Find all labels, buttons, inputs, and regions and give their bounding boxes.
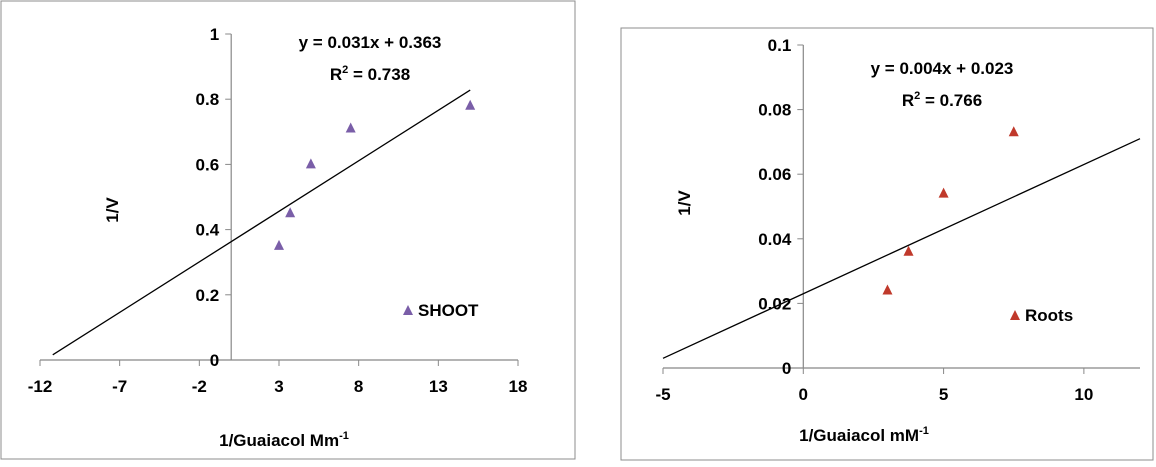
y-tick-label: 0.2 xyxy=(196,286,220,305)
trendline-equation: y = 0.004x + 0.023 xyxy=(871,59,1014,78)
y-tick-label: 0.02 xyxy=(758,294,791,313)
y-tick-label: 0.04 xyxy=(758,230,792,249)
data-point xyxy=(882,284,892,294)
legend-marker xyxy=(1010,310,1020,320)
chart-shoot: -12 -7 -2 3 8 13 18 0 0.2 0.4 0.6 0.8 1 y = 0.031x + … xyxy=(0,0,580,462)
y-tick-label: 1 xyxy=(210,25,219,44)
trendline-equation: y = 0.031x + 0.363 xyxy=(299,33,442,52)
data-point xyxy=(306,158,316,168)
y-tick-label: 0.1 xyxy=(768,36,792,55)
x-tick-label: 8 xyxy=(354,377,363,396)
x-axis-title: 1/Guaiacol Mm-1 xyxy=(219,430,349,450)
chart-roots: -5 0 5 10 0 0.02 0.04 0.06 0.08 0.1 y = 0.004x + 0… xyxy=(620,0,1156,462)
y-tick-label: 0 xyxy=(210,351,219,370)
legend-label: Roots xyxy=(1025,306,1073,325)
y-tick-label: 0.4 xyxy=(196,221,220,240)
chart-frame xyxy=(1,1,575,459)
legend-label: SHOOT xyxy=(418,301,479,320)
x-tick-label: -2 xyxy=(192,377,207,396)
x-tick-label: -7 xyxy=(112,377,127,396)
x-tick-label: 13 xyxy=(429,377,448,396)
chart-panel-shoot: -12 -7 -2 3 8 13 18 0 0.2 0.4 0.6 0.8 1 y = 0.031x + … xyxy=(0,0,580,462)
x-tick-label: -5 xyxy=(655,385,670,404)
data-point xyxy=(1009,126,1019,136)
y-axis-title: 1/V xyxy=(103,197,122,223)
x-tick-label: 0 xyxy=(799,385,808,404)
data-point xyxy=(465,100,475,110)
chart-frame xyxy=(621,28,1153,460)
x-tick-label: 5 xyxy=(939,385,948,404)
r-squared-label: R2 = 0.766 xyxy=(902,90,982,110)
y-tick-label: 0.8 xyxy=(196,90,220,109)
y-tick-label: 0.08 xyxy=(758,101,791,120)
x-axis-title: 1/Guaiacol mM-1 xyxy=(799,425,929,445)
y-tick-label: 0 xyxy=(782,359,791,378)
data-point xyxy=(285,207,295,217)
data-point xyxy=(939,188,949,198)
y-tick-label: 0.06 xyxy=(758,165,791,184)
chart-panel-roots: -5 0 5 10 0 0.02 0.04 0.06 0.08 0.1 y = 0.004x + 0… xyxy=(620,0,1156,462)
y-tick-label: 0.6 xyxy=(196,155,220,174)
x-tick-label: 10 xyxy=(1074,385,1093,404)
x-tick-label: -12 xyxy=(28,377,53,396)
x-tick-label: 18 xyxy=(509,377,528,396)
legend-marker xyxy=(403,305,413,315)
x-tick-label: 3 xyxy=(274,377,283,396)
trendline xyxy=(663,139,1140,359)
r-squared-label: R2 = 0.738 xyxy=(330,64,410,84)
data-point xyxy=(346,123,356,133)
y-axis-title: 1/V xyxy=(675,190,694,216)
data-point xyxy=(274,240,284,250)
